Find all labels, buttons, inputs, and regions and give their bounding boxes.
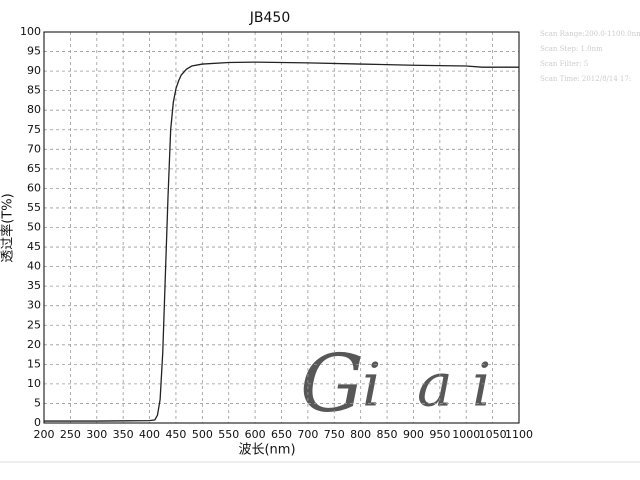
chart-title: JB450 — [249, 10, 290, 26]
x-tick-label: 900 — [403, 428, 424, 441]
y-tick-label: 60 — [27, 181, 41, 194]
x-tick-label: 450 — [165, 428, 186, 441]
x-tick-label: 850 — [377, 428, 398, 441]
x-tick-label: 1050 — [479, 428, 507, 441]
y-tick-label: 55 — [27, 201, 41, 214]
x-tick-label: 200 — [34, 428, 55, 441]
y-tick-label: 0 — [34, 416, 41, 429]
x-tick-label: 350 — [113, 428, 134, 441]
y-tick-label: 5 — [34, 396, 41, 409]
x-tick-label: 600 — [245, 428, 266, 441]
y-tick-label: 15 — [27, 357, 41, 370]
y-tick-label: 85 — [27, 84, 41, 97]
x-tick-label: 500 — [192, 428, 213, 441]
plot-frame — [43, 31, 520, 424]
watermark-letter: i — [472, 351, 491, 421]
y-tick-label: 50 — [27, 221, 41, 234]
y-tick-label: 95 — [27, 45, 41, 58]
y-tick-label: 45 — [27, 240, 41, 253]
y-tick-label: 70 — [27, 142, 41, 155]
x-tick-label: 750 — [324, 428, 345, 441]
x-tick-label: 1000 — [452, 428, 480, 441]
x-tick-label: 550 — [218, 428, 239, 441]
y-tick-label: 20 — [27, 338, 41, 351]
watermark-letter: a — [417, 351, 453, 421]
y-tick-label: 25 — [27, 318, 41, 331]
x-axis-label: 波长(nm) — [238, 443, 295, 458]
y-tick-label: 40 — [27, 260, 41, 273]
x-tick-label: 650 — [271, 428, 292, 441]
y-tick-label: 65 — [27, 162, 41, 175]
data-line — [44, 61, 519, 422]
x-tick-label: 300 — [86, 428, 107, 441]
y-tick-label: 80 — [27, 103, 41, 116]
y-tick-label: 100 — [20, 25, 41, 38]
x-tick-label: 1100 — [505, 428, 533, 441]
x-tick-label: 250 — [60, 428, 81, 441]
scan-note: Scan Range:200.0-1100.0nm — [540, 30, 640, 38]
y-tick-label: 30 — [27, 299, 41, 312]
x-tick-label: 700 — [297, 428, 318, 441]
watermark-letter: i — [362, 351, 381, 421]
y-axis-label: 透过率(T%) — [0, 193, 16, 262]
x-tick-label: 800 — [350, 428, 371, 441]
y-tick-label: 35 — [27, 279, 41, 292]
y-tick-label: 90 — [27, 64, 41, 77]
scan-note: Scan Step: 1.0nm — [540, 45, 603, 53]
y-tick-label: 75 — [27, 123, 41, 136]
scan-note: Scan Filter: 5 — [540, 60, 588, 68]
x-tick-label: 400 — [139, 428, 160, 441]
y-tick-label: 10 — [27, 377, 41, 390]
scan-note: Scan Time: 2012/8/14 17: — [540, 75, 631, 83]
x-tick-label: 950 — [429, 428, 450, 441]
